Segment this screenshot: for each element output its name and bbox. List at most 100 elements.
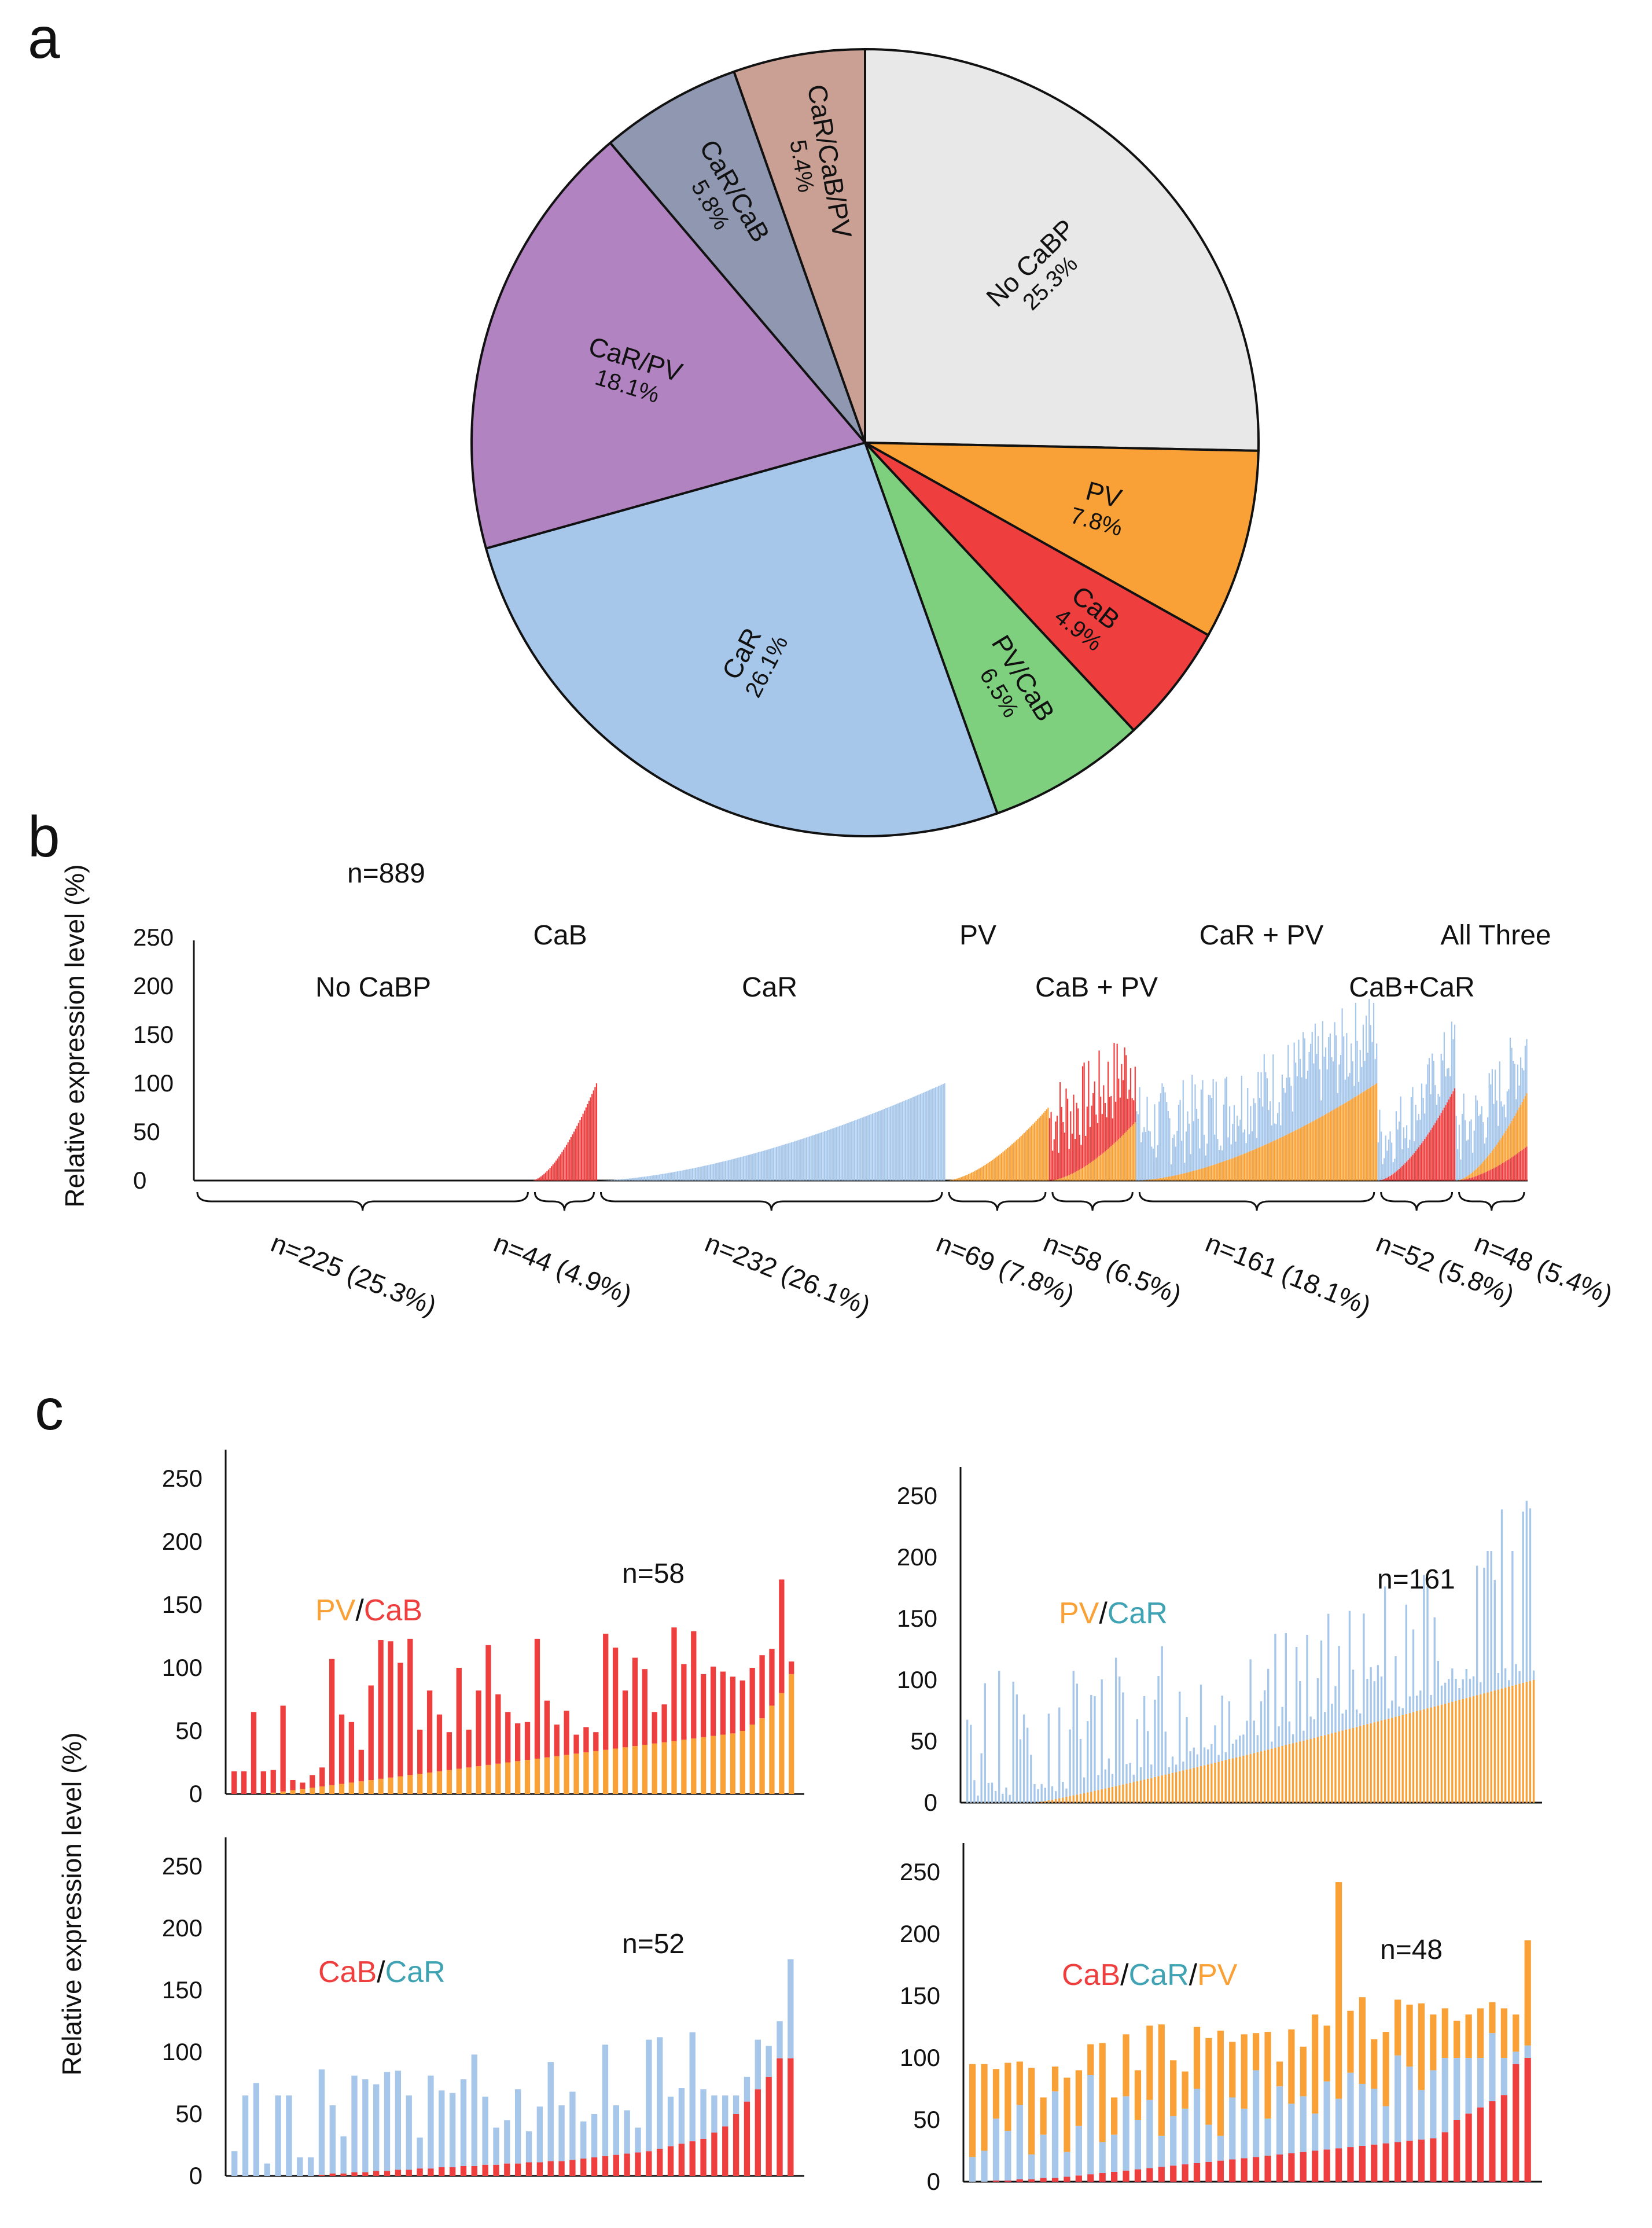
- pie-slice-car: [484, 441, 999, 837]
- b-bar: [1184, 1173, 1186, 1181]
- c1-bar: [632, 1746, 638, 1794]
- c2-bar: [1139, 1767, 1142, 1781]
- b-bar: [1373, 1003, 1375, 1086]
- b-bar: [1239, 1155, 1241, 1181]
- b-brace: [599, 1192, 943, 1211]
- c2-bar: [1090, 1694, 1092, 1792]
- c4-bar: [1465, 2113, 1472, 2182]
- c4-bar: [1087, 2044, 1094, 2075]
- b-bar: [1114, 1101, 1117, 1142]
- b-bar: [1451, 1021, 1452, 1094]
- b-bar: [1401, 1149, 1403, 1167]
- c2-bar: [1047, 1800, 1050, 1803]
- b-bar: [1421, 1083, 1423, 1144]
- c2-bar: [1306, 1634, 1308, 1740]
- c4-legend-slash2: /: [1189, 1958, 1198, 1992]
- panel-letter-a: a: [28, 6, 60, 71]
- b-bar: [891, 1105, 893, 1181]
- b-bar: [934, 1087, 937, 1181]
- c4-bar: [1123, 2034, 1129, 2097]
- c2-bar: [1415, 1711, 1418, 1803]
- c4-bar: [1371, 2089, 1378, 2145]
- c1-bar: [417, 1729, 423, 1774]
- c2-bar: [1440, 1704, 1443, 1803]
- b-bar: [771, 1148, 773, 1181]
- b-bar: [1482, 1173, 1484, 1181]
- b-bar: [1502, 1135, 1504, 1163]
- b-bar: [594, 1087, 596, 1181]
- b-bar: [562, 1149, 565, 1181]
- b-bar: [1307, 1071, 1309, 1124]
- c3-bar: [689, 2032, 696, 2142]
- c4-bar: [1087, 2075, 1094, 2175]
- c1-ytick: 50: [175, 1717, 203, 1744]
- c1-bar: [564, 1755, 569, 1794]
- b-bar: [1040, 1116, 1042, 1181]
- b-bar: [1250, 1150, 1252, 1181]
- b-bar: [1221, 1150, 1223, 1162]
- c1-bar: [310, 1788, 315, 1794]
- c4-bar: [1395, 2055, 1401, 2142]
- b-bar: [1496, 1166, 1498, 1181]
- c2-bar: [1423, 1575, 1425, 1709]
- b-bar: [1211, 1098, 1213, 1166]
- b-bar: [1055, 1121, 1057, 1180]
- c2-bar: [1154, 1700, 1156, 1777]
- c4-bar: [1051, 2178, 1059, 2182]
- b-bar: [1223, 1104, 1224, 1161]
- b-bar: [1121, 1064, 1123, 1137]
- c2-bar: [1044, 1788, 1046, 1801]
- b-bar: [1068, 1149, 1070, 1175]
- c4-bar: [1217, 2135, 1224, 2161]
- c2-bar: [1040, 1801, 1043, 1803]
- b-bar: [1296, 1129, 1298, 1181]
- b-bar: [890, 1106, 892, 1181]
- c1-bar: [388, 1641, 393, 1778]
- c1-bar: [730, 1676, 736, 1734]
- c3-bar: [482, 2097, 488, 2165]
- b-bar: [1370, 1025, 1371, 1087]
- b-bar: [1251, 1131, 1253, 1150]
- c3-bar: [449, 2093, 456, 2168]
- b-bar: [1056, 1179, 1058, 1181]
- b-bar: [761, 1151, 763, 1181]
- c1-bar: [739, 1731, 745, 1794]
- b-bar: [828, 1130, 830, 1181]
- b-ytick: 100: [133, 1069, 174, 1097]
- c4-bar: [1134, 2169, 1142, 2182]
- b-bar: [1340, 1055, 1342, 1106]
- b-bar: [896, 1104, 897, 1181]
- b-bar: [981, 1167, 983, 1181]
- b-bar: [1344, 1102, 1346, 1181]
- b-bar: [1070, 1174, 1072, 1181]
- b-ytick: 150: [133, 1021, 174, 1048]
- c1-bar: [691, 1738, 697, 1794]
- b-bar: [1059, 1082, 1061, 1179]
- b-bar: [1487, 1171, 1489, 1181]
- b-bar: [1511, 1120, 1513, 1157]
- b-bar: [1498, 1166, 1499, 1181]
- b-bar: [941, 1084, 943, 1181]
- c4-bar: [1170, 2116, 1177, 2166]
- b-bar: [942, 1084, 944, 1181]
- c2-bar: [1054, 1791, 1057, 1799]
- b-bar: [794, 1141, 796, 1181]
- b-bar: [1394, 1172, 1396, 1181]
- c2-bar: [1263, 1750, 1266, 1803]
- b-bar: [1324, 1114, 1327, 1181]
- b-bar: [1260, 1146, 1262, 1181]
- c1-bar: [681, 1740, 687, 1794]
- b-bar: [1083, 1167, 1085, 1181]
- c2-bar: [1398, 1716, 1400, 1803]
- c3-bar: [362, 2172, 369, 2176]
- b-bar: [547, 1170, 550, 1181]
- c3-bar: [547, 2062, 554, 2161]
- b-bar: [1310, 1122, 1312, 1181]
- b-bar: [1470, 1178, 1472, 1181]
- b-bar: [939, 1085, 941, 1181]
- b-bar: [1303, 1126, 1304, 1181]
- b-bar: [1361, 1067, 1363, 1093]
- b-bar: [792, 1142, 794, 1181]
- b-bar: [783, 1144, 785, 1181]
- c2-bar: [1058, 1707, 1061, 1799]
